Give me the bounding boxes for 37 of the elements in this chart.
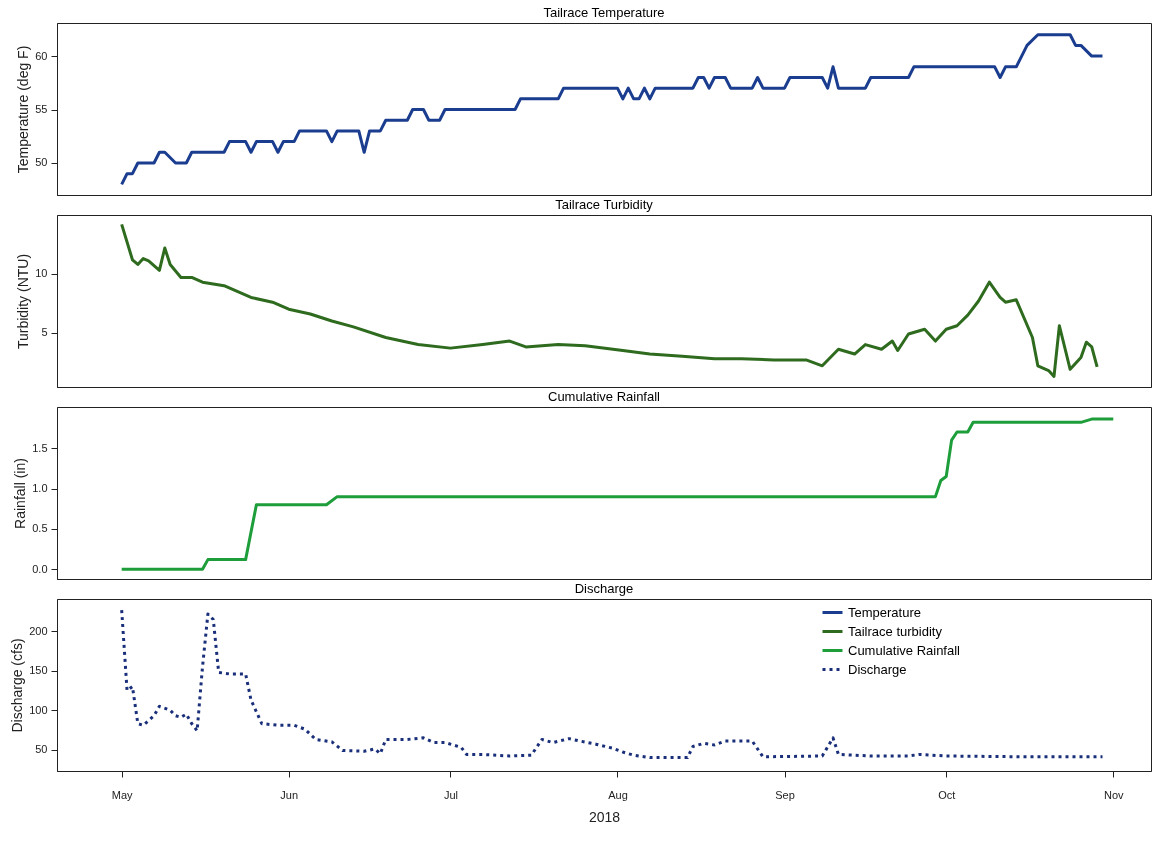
legend-label: Cumulative Rainfall	[848, 642, 961, 658]
y-tick-label: 200	[29, 624, 48, 637]
legend-label: Discharge	[848, 661, 907, 677]
y-tick-label: 100	[29, 703, 48, 716]
legend-label: Temperature	[848, 604, 921, 620]
line-series	[120, 417, 1115, 571]
line-series	[120, 608, 1104, 760]
x-tick-label: Jun	[280, 788, 299, 801]
y-axis-title: Discharge (cfs)	[9, 638, 26, 733]
y-axis-title: Turbidity (NTU)	[15, 253, 32, 350]
line-series	[120, 33, 1104, 186]
y-tick-label: 10	[35, 267, 48, 280]
chart-title: Tailrace Turbidity	[555, 197, 654, 212]
chart-title: Discharge	[574, 581, 634, 596]
x-tick-label: Nov	[1103, 788, 1125, 801]
line-series	[120, 222, 1099, 378]
y-tick-label: 50	[35, 156, 48, 169]
y-tick-label: 50	[35, 743, 48, 756]
x-axis-title: 2018	[588, 808, 621, 825]
x-tick-label: Jul	[443, 788, 458, 801]
y-tick-label: 0.0	[32, 562, 48, 575]
x-tick-label: Aug	[608, 788, 628, 801]
x-tick-label: Sep	[775, 788, 795, 801]
chart-title: Cumulative Rainfall	[548, 389, 661, 404]
y-tick-label: 1.5	[32, 441, 48, 454]
legend-label: Tailrace turbidity	[848, 623, 943, 639]
y-axis-title: Rainfall (in)	[12, 458, 29, 529]
y-tick-label: 60	[35, 49, 48, 62]
y-tick-label: 150	[29, 664, 48, 677]
y-axis-title: Temperature (deg F)	[15, 45, 32, 174]
x-tick-label: May	[111, 788, 134, 801]
y-tick-label: 1.0	[32, 482, 48, 495]
x-tick-label: Oct	[938, 788, 956, 801]
y-tick-label: 55	[35, 103, 48, 116]
y-tick-label: 5	[41, 326, 48, 339]
y-tick-label: 0.5	[32, 522, 48, 535]
chart-title: Tailrace Temperature	[543, 5, 665, 20]
